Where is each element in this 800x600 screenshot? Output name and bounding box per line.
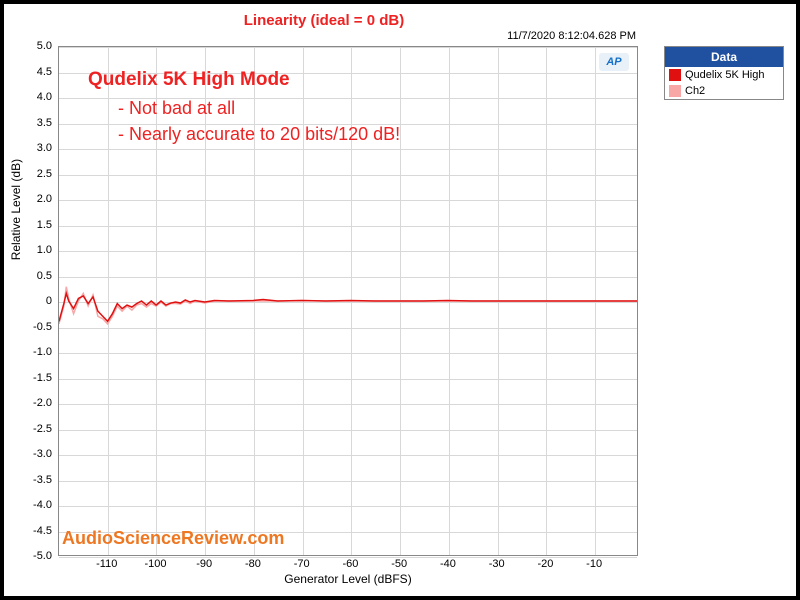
legend-label-2: Ch2 — [685, 85, 705, 97]
legend-label-1: Qudelix 5K High — [685, 69, 765, 81]
watermark: AudioScienceReview.com — [62, 528, 284, 549]
x-tick-label: -60 — [342, 558, 358, 570]
x-tick-label: -40 — [440, 558, 456, 570]
legend: Data Qudelix 5K High Ch2 — [664, 46, 784, 100]
annotation-line-2: - Nearly accurate to 20 bits/120 dB! — [118, 124, 400, 145]
y-tick-label: -1.5 — [33, 372, 52, 384]
legend-header: Data — [665, 47, 783, 67]
chart-title: Linearity (ideal = 0 dB) — [4, 12, 644, 29]
y-tick-label: 0 — [46, 295, 52, 307]
y-tick-label: -1.0 — [33, 346, 52, 358]
y-tick-label: -3.0 — [33, 448, 52, 460]
y-tick-label: -0.5 — [33, 321, 52, 333]
y-tick-label: 0.5 — [37, 270, 52, 282]
y-tick-label: 4.0 — [37, 91, 52, 103]
plot-area: AP — [58, 46, 638, 556]
y-tick-label: 4.5 — [37, 66, 52, 78]
legend-swatch-2 — [669, 85, 681, 97]
x-tick-label: -50 — [391, 558, 407, 570]
legend-row-2: Ch2 — [665, 83, 783, 99]
x-tick-label: -110 — [96, 558, 117, 570]
y-tick-label: -4.5 — [33, 525, 52, 537]
x-tick-label: -20 — [537, 558, 553, 570]
y-tick-label: 3.0 — [37, 142, 52, 154]
x-tick-label: -10 — [586, 558, 602, 570]
legend-row-1: Qudelix 5K High — [665, 67, 783, 83]
x-tick-label: -70 — [294, 558, 310, 570]
x-axis-label: Generator Level (dBFS) — [58, 572, 638, 586]
y-tick-label: 3.5 — [37, 117, 52, 129]
y-tick-label: 2.0 — [37, 193, 52, 205]
timestamp: 11/7/2020 8:12:04.628 PM — [507, 30, 636, 42]
y-tick-label: 1.0 — [37, 244, 52, 256]
x-tick-label: -90 — [196, 558, 212, 570]
y-tick-label: 5.0 — [37, 40, 52, 52]
legend-swatch-1 — [669, 69, 681, 81]
y-tick-label: 2.5 — [37, 168, 52, 180]
y-tick-label: -2.5 — [33, 423, 52, 435]
y-tick-label: -2.0 — [33, 397, 52, 409]
y-tick-label: -4.0 — [33, 499, 52, 511]
x-tick-label: -100 — [144, 558, 166, 570]
y-tick-label: -5.0 — [33, 550, 52, 562]
y-axis-label: Relative Level (dB) — [9, 159, 23, 260]
x-tick-label: -30 — [489, 558, 505, 570]
annotation-heading: Qudelix 5K High Mode — [88, 69, 290, 91]
y-tick-label: 1.5 — [37, 219, 52, 231]
chart-container: Linearity (ideal = 0 dB) 11/7/2020 8:12:… — [4, 4, 796, 596]
x-tick-label: -80 — [245, 558, 261, 570]
y-tick-label: -3.5 — [33, 474, 52, 486]
annotation-line-1: - Not bad at all — [118, 98, 235, 119]
